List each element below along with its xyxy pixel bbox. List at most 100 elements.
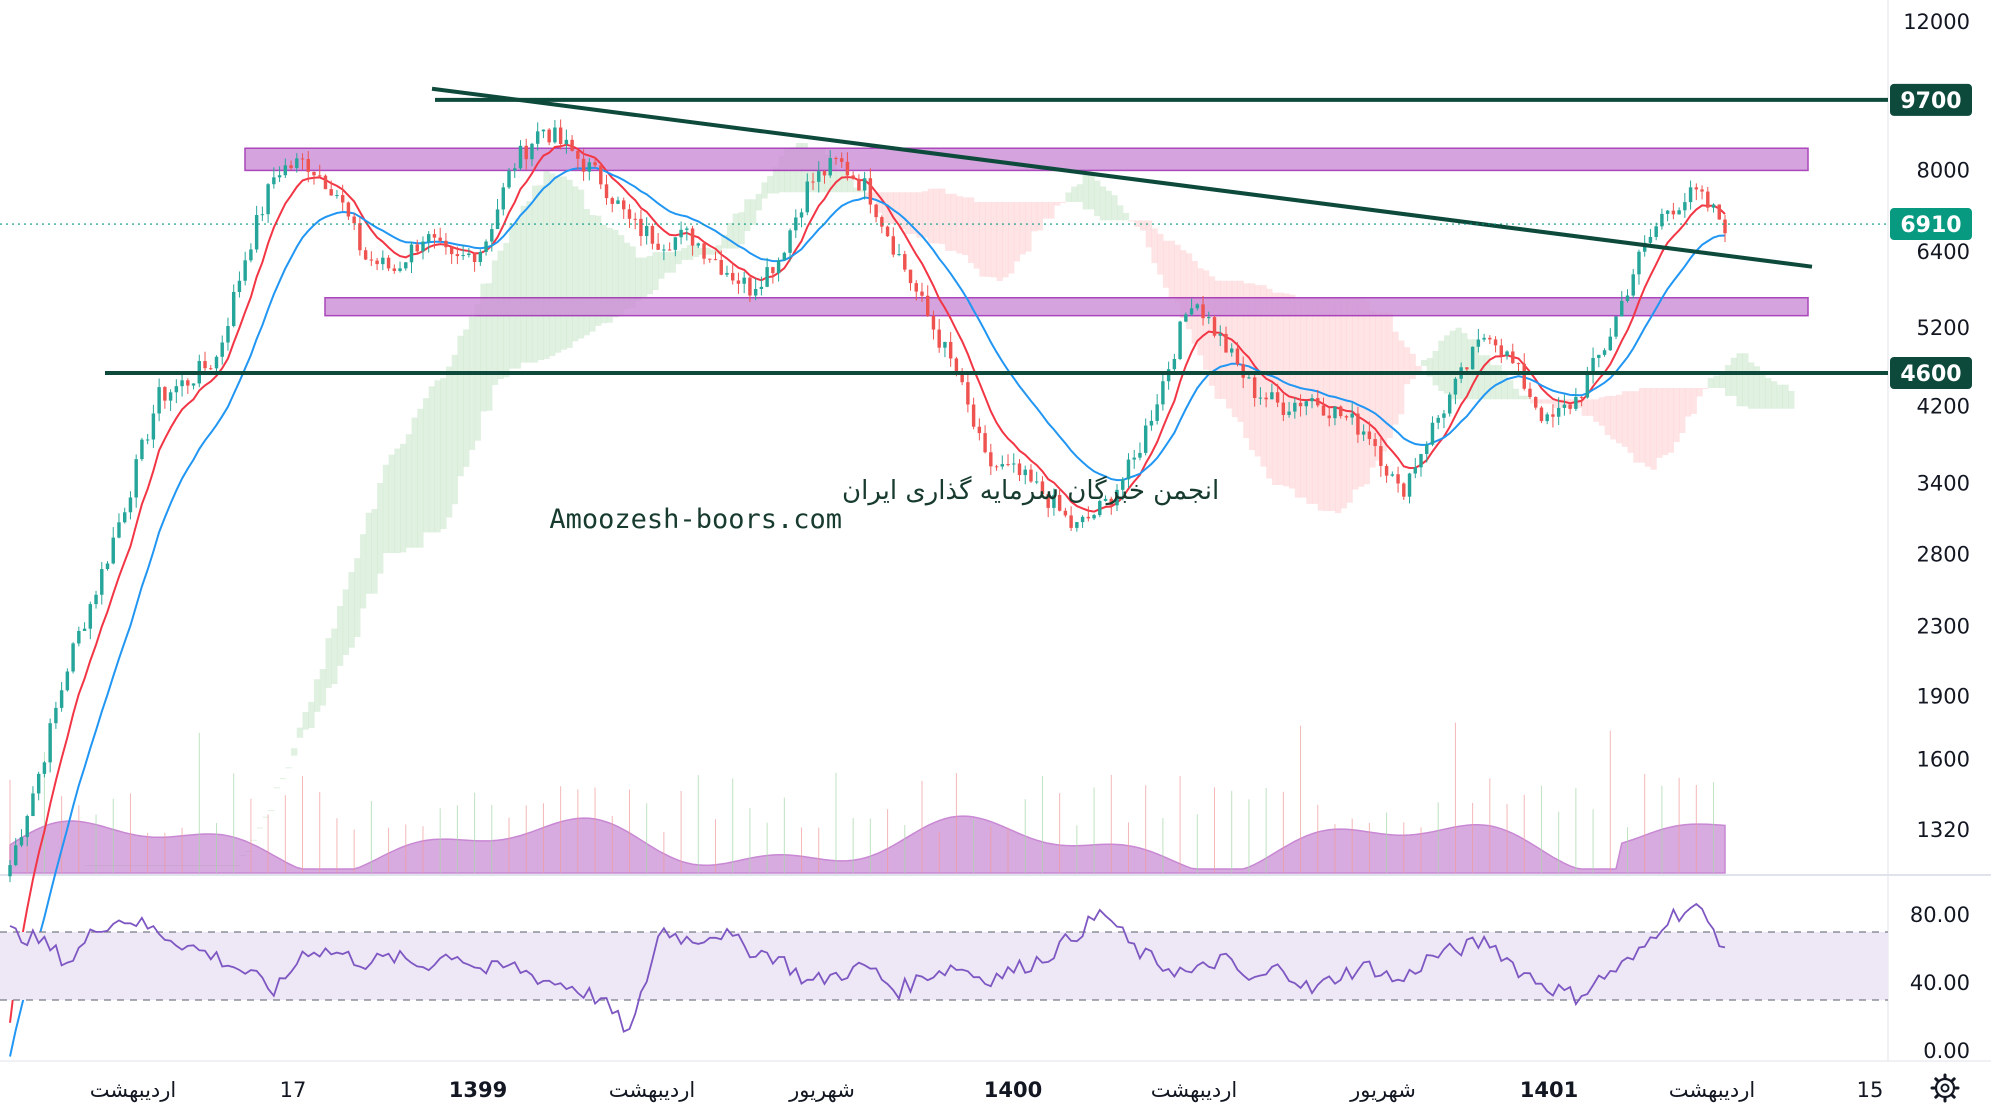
candle[interactable] <box>438 227 442 243</box>
candle[interactable] <box>662 244 666 261</box>
candle[interactable] <box>1574 388 1578 412</box>
candle[interactable] <box>1327 406 1331 427</box>
candle[interactable] <box>513 163 517 178</box>
candle[interactable] <box>1161 373 1165 411</box>
candle[interactable] <box>163 386 167 409</box>
candle[interactable] <box>1356 406 1360 443</box>
candle[interactable] <box>1075 521 1079 532</box>
candle[interactable] <box>1063 507 1068 518</box>
candle[interactable] <box>564 129 569 154</box>
candle[interactable] <box>386 255 391 272</box>
candle[interactable] <box>753 278 758 301</box>
candle[interactable] <box>392 264 397 274</box>
candle[interactable] <box>94 590 98 609</box>
candle[interactable] <box>765 257 769 288</box>
candle[interactable] <box>535 122 540 151</box>
candle[interactable] <box>220 335 224 365</box>
candle[interactable] <box>340 184 345 211</box>
candle[interactable] <box>1723 214 1727 243</box>
candle[interactable] <box>1648 229 1653 247</box>
candle[interactable] <box>88 601 93 640</box>
candle[interactable] <box>1298 394 1303 417</box>
candle[interactable] <box>111 527 115 565</box>
candle[interactable] <box>759 276 764 296</box>
candle[interactable] <box>1138 442 1142 461</box>
candle[interactable] <box>1224 326 1228 353</box>
candle[interactable] <box>926 285 930 317</box>
gear-icon[interactable] <box>1930 1073 1960 1103</box>
candle[interactable] <box>1660 208 1664 230</box>
candle[interactable] <box>157 378 161 422</box>
candle[interactable] <box>381 250 385 271</box>
candle[interactable] <box>1230 343 1234 357</box>
candle[interactable] <box>989 443 993 475</box>
candle[interactable] <box>375 257 379 271</box>
candle[interactable] <box>776 257 781 282</box>
candle[interactable] <box>82 622 87 632</box>
candle[interactable] <box>1126 453 1131 488</box>
candle[interactable] <box>231 284 236 328</box>
candle[interactable] <box>1556 397 1561 426</box>
candle[interactable] <box>1304 400 1309 416</box>
candle[interactable] <box>140 437 144 462</box>
candle[interactable] <box>19 829 24 848</box>
candle[interactable] <box>1488 335 1492 345</box>
candle[interactable] <box>960 368 964 386</box>
candle[interactable] <box>1166 361 1171 390</box>
candle[interactable] <box>1396 466 1400 493</box>
candle[interactable] <box>1012 453 1016 473</box>
candle[interactable] <box>209 364 213 371</box>
candle[interactable] <box>243 251 247 286</box>
candle[interactable] <box>874 203 878 223</box>
candle[interactable] <box>1155 394 1159 425</box>
candle[interactable] <box>1143 418 1148 456</box>
candle[interactable] <box>249 243 253 263</box>
candle[interactable] <box>1098 499 1102 518</box>
candle[interactable] <box>983 425 987 454</box>
candle[interactable] <box>14 838 18 867</box>
candle[interactable] <box>1281 393 1286 422</box>
candle[interactable] <box>335 189 339 199</box>
candle[interactable] <box>478 249 483 266</box>
candle[interactable] <box>644 217 649 245</box>
candle[interactable] <box>742 271 746 294</box>
candle[interactable] <box>42 761 47 778</box>
candle[interactable] <box>1631 268 1635 299</box>
candle[interactable] <box>977 418 982 441</box>
candle[interactable] <box>667 242 672 251</box>
candle[interactable] <box>914 280 918 301</box>
candle[interactable] <box>444 233 448 255</box>
zone-resistance[interactable] <box>244 147 1809 172</box>
candle[interactable] <box>1207 311 1211 324</box>
candle[interactable] <box>1235 342 1240 367</box>
candle[interactable] <box>1717 204 1721 220</box>
candle[interactable] <box>1419 453 1423 477</box>
candle[interactable] <box>1671 202 1676 220</box>
candle[interactable] <box>1023 465 1027 485</box>
candle[interactable] <box>1115 484 1119 511</box>
candle[interactable] <box>260 206 265 221</box>
candle[interactable] <box>1218 325 1222 347</box>
candle[interactable] <box>312 171 316 185</box>
candle[interactable] <box>283 158 288 179</box>
candle[interactable] <box>1017 459 1022 482</box>
candle[interactable] <box>1683 193 1687 218</box>
candle[interactable] <box>1057 488 1062 512</box>
candle[interactable] <box>1465 367 1469 372</box>
last-price-badge[interactable]: 6910 <box>1890 208 1972 241</box>
candle[interactable] <box>472 252 477 272</box>
candle[interactable] <box>862 171 867 200</box>
candle[interactable] <box>1080 515 1085 528</box>
candle[interactable] <box>880 215 884 234</box>
candle[interactable] <box>593 157 597 168</box>
candle[interactable] <box>696 242 701 249</box>
candle[interactable] <box>616 196 620 205</box>
candle[interactable] <box>1425 441 1429 463</box>
candle[interactable] <box>1264 392 1268 408</box>
candle[interactable] <box>599 162 603 190</box>
candle[interactable] <box>449 246 454 264</box>
candle[interactable] <box>1476 328 1481 353</box>
candle[interactable] <box>1711 203 1716 213</box>
candle[interactable] <box>1373 433 1377 457</box>
